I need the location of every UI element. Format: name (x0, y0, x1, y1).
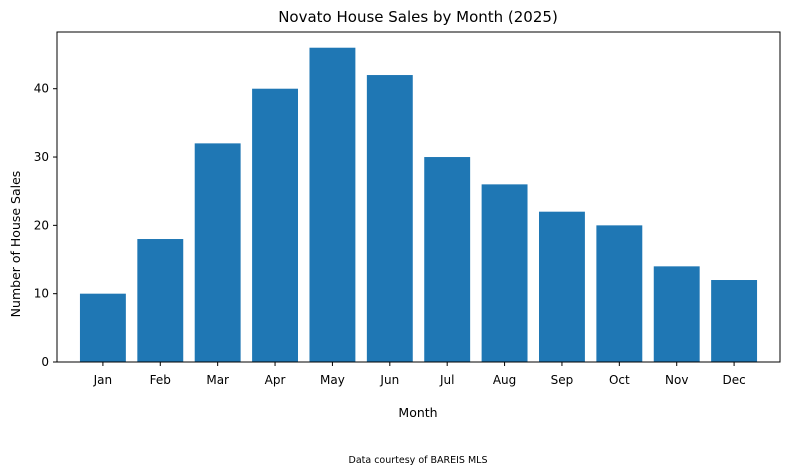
y-tick-label: 20 (34, 218, 49, 232)
chart-title: Novato House Sales by Month (2025) (278, 8, 558, 26)
plot-area: Jan Feb Mar Apr May Jun Jul Aug Sep Oct Nov Dec 0 10 2… (34, 31, 781, 387)
x-tick-label: Jun (379, 373, 399, 387)
y-axis-label: Number of House Sales (8, 171, 23, 318)
x-tick-label: Nov (665, 373, 688, 387)
x-tick-label: Sep (551, 373, 574, 387)
axes-frame (56, 31, 781, 363)
x-tick-label: May (320, 373, 345, 387)
x-tick-label: Oct (609, 373, 630, 387)
bar-nov (653, 266, 700, 362)
bar-jul (424, 157, 471, 362)
footnote: Data courtesy of BAREIS MLS (349, 455, 488, 466)
x-tick-label: Dec (722, 373, 745, 387)
bar-apr (252, 88, 298, 363)
bar-aug (481, 184, 528, 362)
bar-mar (194, 143, 241, 362)
x-tick-label: Mar (206, 373, 229, 387)
bar-may (309, 47, 356, 362)
bar-sep (539, 211, 585, 362)
bar-oct (596, 225, 643, 362)
bar-feb (137, 239, 184, 362)
bar-jan (79, 293, 126, 362)
x-tick-label: Aug (493, 373, 516, 387)
bar-jun (366, 75, 413, 362)
x-tick-label: Feb (150, 373, 171, 387)
bar-dec (711, 280, 758, 362)
x-tick-label: Jan (93, 373, 113, 387)
y-tick-label: 10 (34, 287, 49, 301)
y-tick-label: 30 (34, 150, 49, 164)
x-tick-label: Apr (265, 373, 286, 387)
y-tick-label: 40 (34, 82, 49, 96)
y-tick-label: 0 (41, 355, 49, 369)
x-axis-label: Month (398, 405, 437, 420)
x-tick-label: Jul (439, 373, 454, 387)
